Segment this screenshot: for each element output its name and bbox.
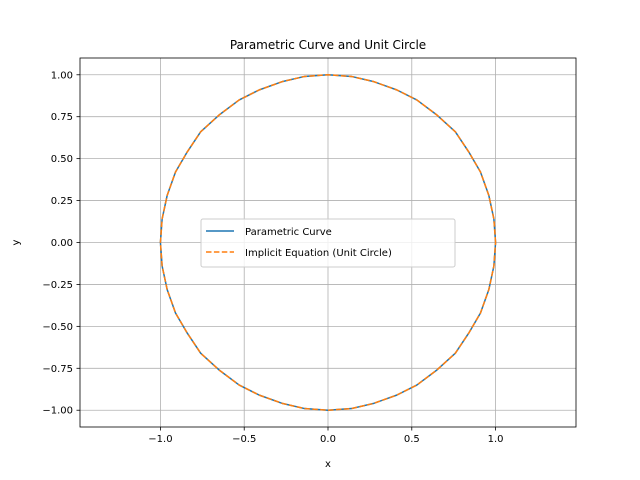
- legend-label-parametric: Parametric Curve: [245, 227, 332, 238]
- legend-label-implicit: Implicit Equation (Unit Circle): [245, 248, 392, 259]
- x-tick-label: −0.5: [232, 434, 256, 445]
- chart-title: Parametric Curve and Unit Circle: [230, 38, 426, 52]
- y-axis-ticks: −1.00 −0.75 −0.50 −0.25 0.00 0.25 0.50 0.75 1.00: [42, 70, 80, 417]
- y-tick-label: 0.75: [51, 112, 73, 123]
- y-tick-label: 0.25: [51, 196, 73, 207]
- y-tick-label: −0.25: [42, 280, 73, 291]
- x-tick-label: 1.0: [488, 434, 504, 445]
- y-tick-label: 1.00: [51, 70, 73, 81]
- y-tick-label: 0.00: [51, 238, 73, 249]
- x-tick-label: 0.0: [320, 434, 336, 445]
- y-tick-label: 0.50: [51, 154, 73, 165]
- y-tick-label: −1.00: [42, 406, 73, 417]
- series-line-implicit-unit-circle: [159, 74, 497, 411]
- x-tick-label: 0.5: [404, 434, 420, 445]
- x-axis-ticks: −1.0 −0.5 0.0 0.5 1.0: [148, 427, 504, 445]
- y-tick-label: −0.75: [42, 364, 73, 375]
- plot-series: [159, 74, 497, 411]
- x-axis-label: x: [325, 459, 331, 470]
- y-axis-label: y: [11, 239, 22, 245]
- x-tick-label: −1.0: [148, 434, 172, 445]
- y-tick-label: −0.50: [42, 322, 73, 333]
- legend: Parametric Curve Implicit Equation (Unit…: [200, 218, 456, 268]
- legend-box: [200, 218, 456, 268]
